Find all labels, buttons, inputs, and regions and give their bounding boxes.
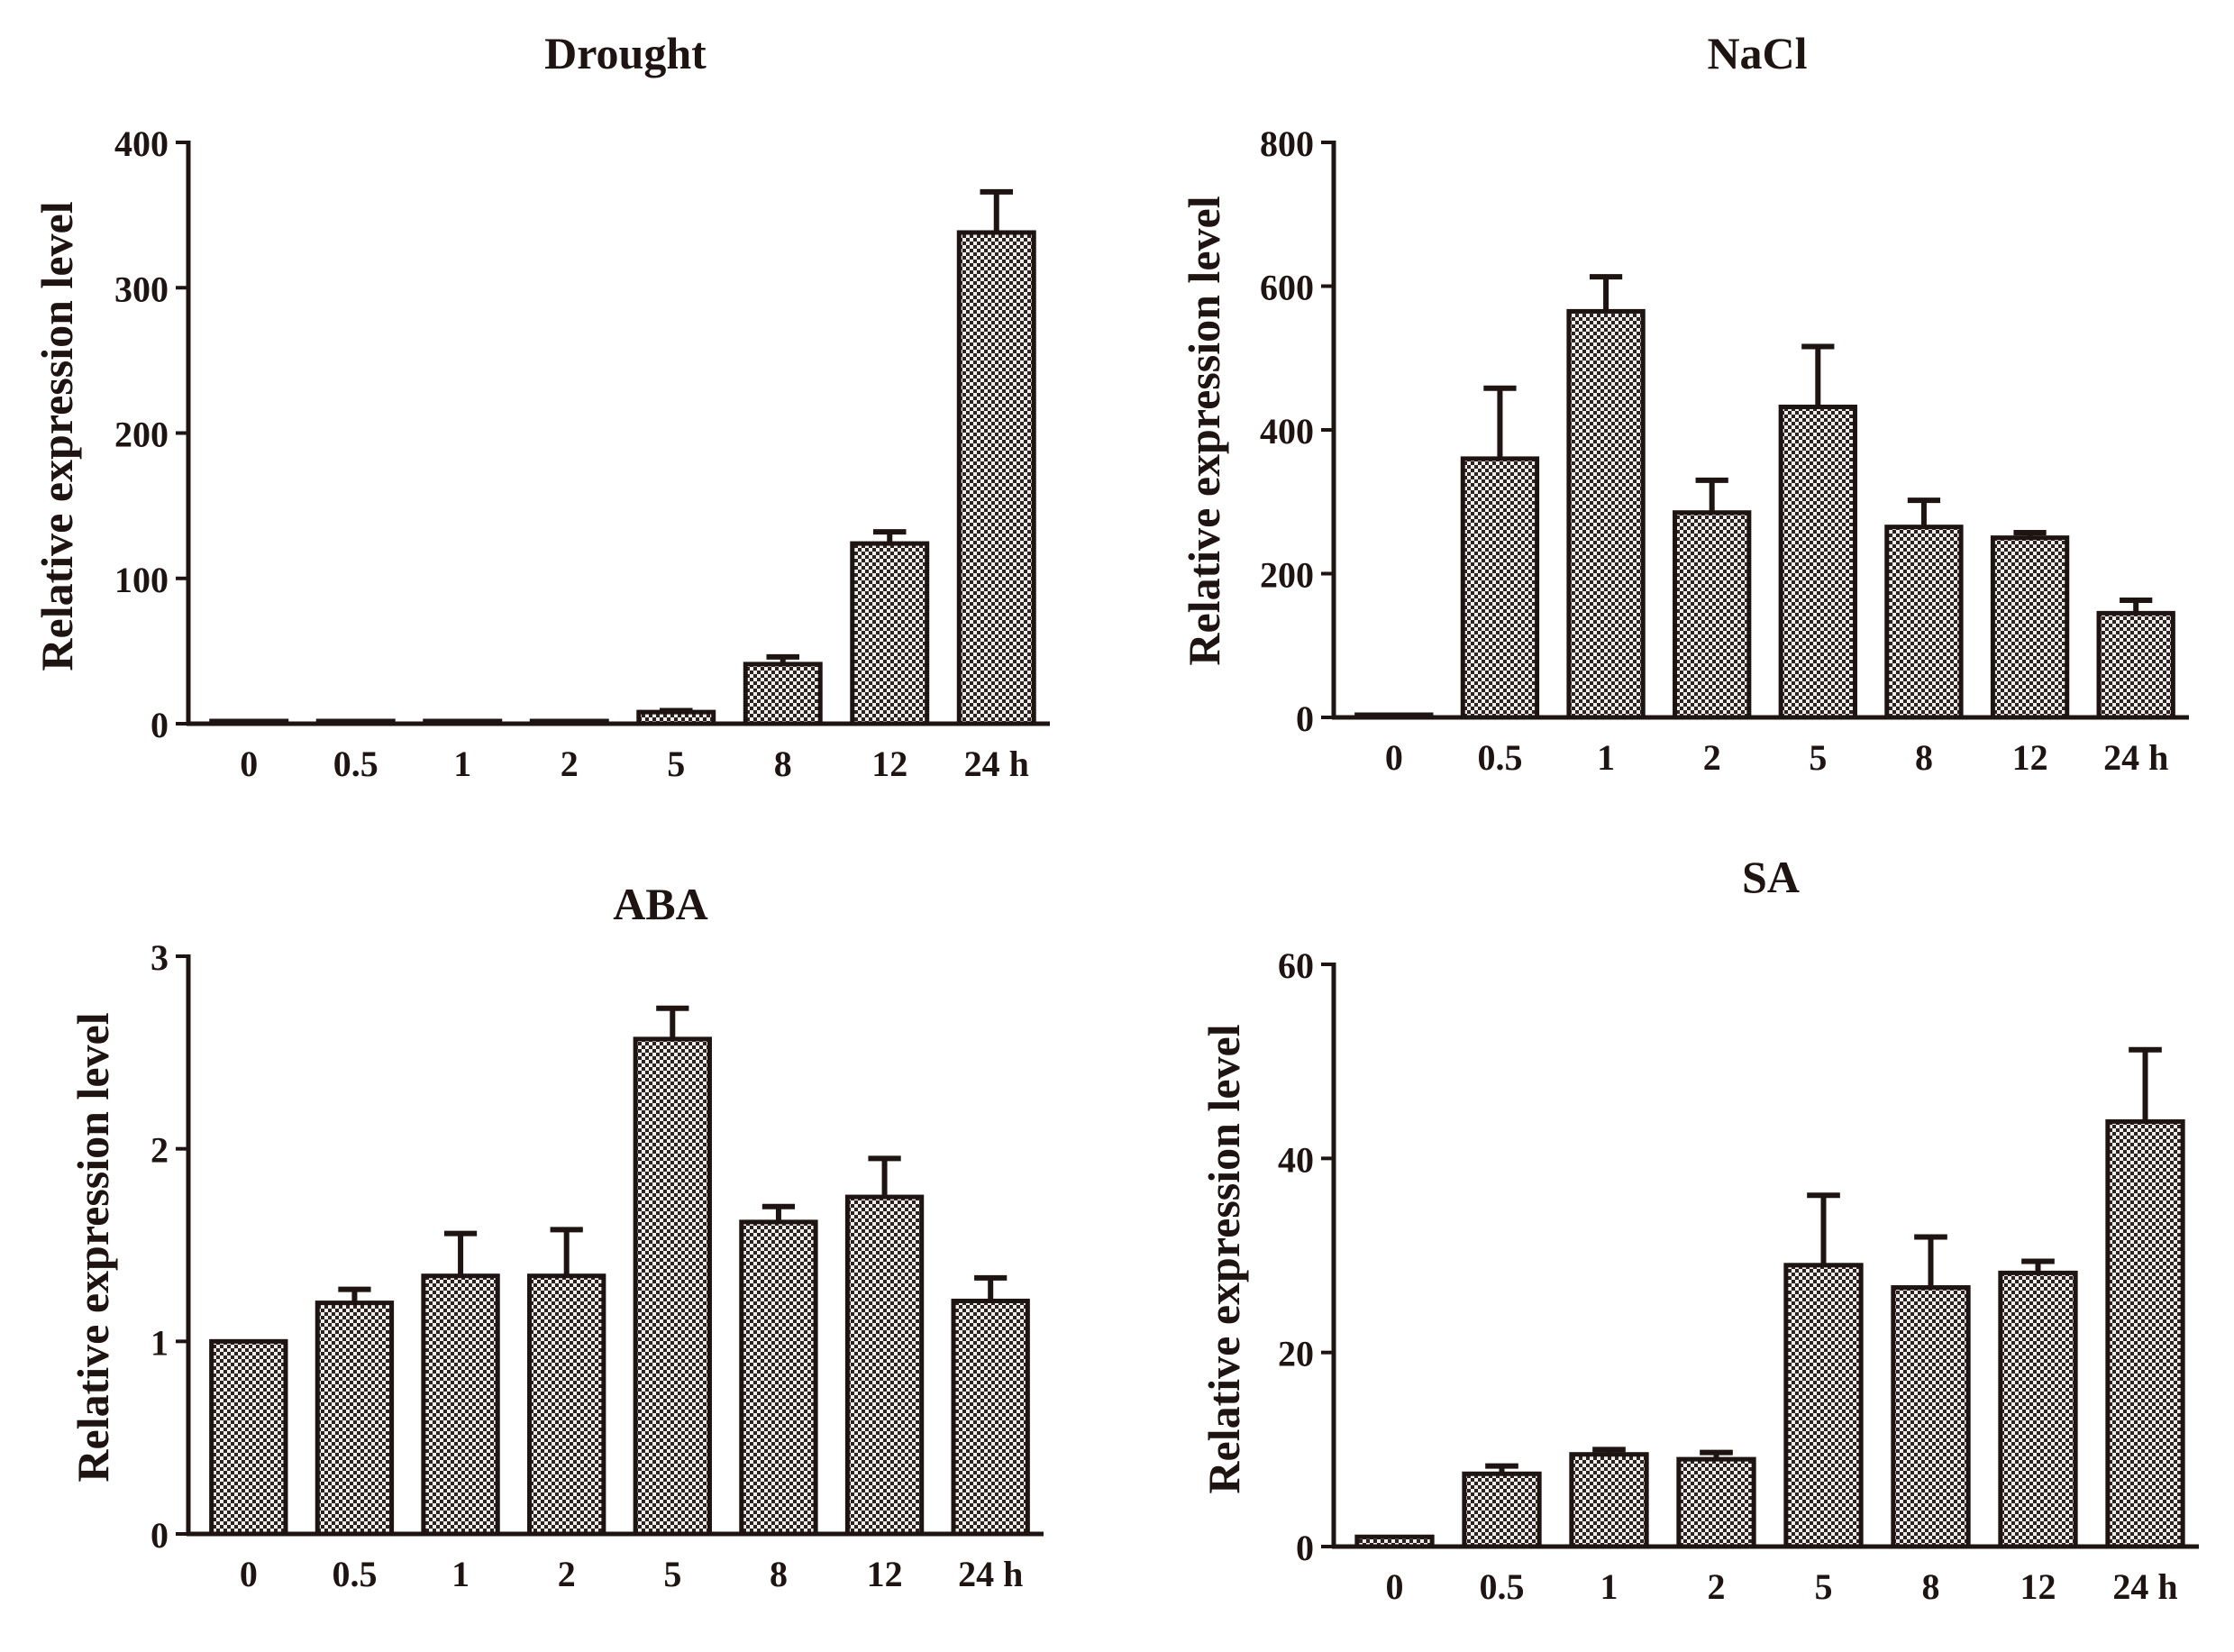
bar: [743, 662, 823, 726]
bar: [1676, 1456, 1756, 1549]
bar: [850, 541, 930, 726]
x-tick-label: 24 h: [2112, 1566, 2177, 1607]
x-tick-label: 1: [451, 1554, 470, 1594]
bar: [209, 718, 289, 726]
y-tick-label: 200: [1260, 555, 1314, 596]
x-tick-label: 12: [871, 744, 907, 784]
bar: [951, 1298, 1030, 1537]
x-tick-label: 0: [1386, 1566, 1404, 1607]
x-tick-label: 2: [558, 1554, 576, 1594]
chart-title: NaCl: [1707, 28, 1807, 78]
bar: [739, 1219, 818, 1537]
x-tick-label: 0.5: [333, 744, 378, 784]
x-tick-label: 0: [240, 1554, 258, 1594]
y-tick-label: 40: [1278, 1139, 1314, 1180]
x-tick-label: 8: [1922, 1566, 1940, 1607]
y-axis-label: Relative expression level: [32, 201, 82, 671]
bar: [529, 718, 609, 726]
bar: [1783, 1263, 1864, 1549]
x-tick-label: 8: [774, 744, 792, 784]
x-tick-label: 24 h: [2103, 737, 2168, 778]
y-tick-label: 0: [150, 705, 169, 745]
panel-nacl: NaCl Relative expression level 0 200 400 60…: [1179, 28, 2189, 778]
y-tick-label: 300: [114, 269, 169, 309]
bar: [1673, 510, 1752, 720]
y-tick-label: 400: [1260, 411, 1314, 452]
bar: [423, 718, 503, 726]
bar: [209, 1338, 288, 1537]
x-tick-label: 0: [240, 744, 258, 784]
y-tick-label: 800: [1260, 123, 1314, 164]
panel-sa: SA Relative expression level 0 20 40 60 0 0.5…: [1199, 852, 2199, 1607]
bar: [315, 718, 396, 726]
bar: [1354, 712, 1434, 720]
y-tick-label: 400: [114, 123, 169, 164]
x-tick-label: 0.5: [332, 1554, 377, 1594]
bar: [844, 1194, 925, 1537]
x-tick-label: 0.5: [1480, 1566, 1525, 1607]
x-tick-label: 1: [1597, 737, 1615, 778]
bar: [633, 1036, 712, 1537]
x-tick-label: 1: [1600, 1566, 1619, 1607]
y-tick-label: 3: [150, 937, 169, 978]
x-tick-label: 2: [1703, 737, 1721, 778]
bar: [956, 230, 1036, 726]
chart-title: SA: [1742, 852, 1800, 902]
x-tick-label: 12: [2012, 737, 2048, 778]
y-tick-label: 60: [1278, 945, 1314, 986]
bar: [1354, 1534, 1435, 1549]
y-axis-label: Relative expression level: [1179, 196, 1229, 665]
x-tick-label: 5: [663, 1554, 681, 1594]
x-tick-label: 2: [1708, 1566, 1726, 1607]
y-axis-label: Relative expression level: [68, 1012, 118, 1482]
y-tick-label: 0: [1296, 698, 1314, 739]
bar: [1891, 1285, 1971, 1549]
x-tick-label: 24 h: [964, 744, 1029, 784]
bar: [1460, 456, 1540, 720]
y-tick-label: 600: [1260, 268, 1314, 308]
chart-title: Drought: [544, 28, 707, 78]
x-tick-label: 24 h: [958, 1554, 1023, 1594]
y-tick-label: 0: [1296, 1528, 1314, 1568]
x-tick-label: 8: [1915, 737, 1933, 778]
x-tick-label: 0.5: [1477, 737, 1522, 778]
y-axis-label: Relative expression level: [1199, 1024, 1249, 1493]
y-tick-label: 200: [114, 415, 169, 455]
x-tick-label: 5: [667, 744, 685, 784]
chart-title: ABA: [613, 879, 708, 929]
bar: [1778, 404, 1857, 720]
bar: [2096, 610, 2175, 720]
x-tick-label: 0: [1385, 737, 1403, 778]
x-tick-label: 12: [867, 1554, 903, 1594]
bar: [1884, 525, 1964, 720]
bar: [2105, 1118, 2185, 1549]
bar: [1566, 308, 1646, 720]
x-tick-label: 5: [1809, 737, 1827, 778]
y-tick-label: 1: [150, 1322, 169, 1363]
x-tick-label: 5: [1815, 1566, 1833, 1607]
x-tick-label: 2: [561, 744, 579, 784]
y-tick-label: 2: [150, 1130, 169, 1171]
bar: [315, 1301, 395, 1537]
y-tick-label: 20: [1278, 1334, 1314, 1374]
bar: [421, 1273, 500, 1537]
bar: [527, 1273, 606, 1537]
bar: [1998, 1270, 2078, 1549]
bar: [636, 709, 716, 726]
y-tick-label: 0: [150, 1515, 169, 1556]
x-tick-label: 1: [453, 744, 471, 784]
bar: [1462, 1471, 1542, 1549]
x-tick-label: 12: [2020, 1566, 2056, 1607]
x-tick-label: 8: [770, 1554, 788, 1594]
bar: [1569, 1452, 1649, 1549]
bar: [1990, 535, 2070, 720]
panel-drought: Drought Relative expression level 010020…: [32, 28, 1050, 784]
y-tick-label: 100: [114, 560, 169, 600]
